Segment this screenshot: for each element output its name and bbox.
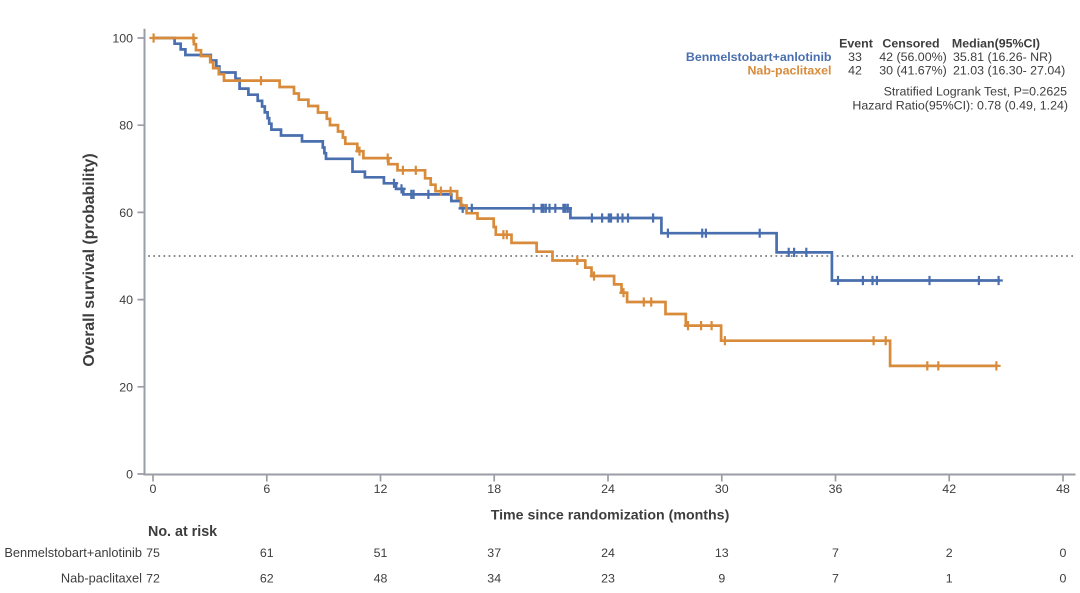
svg-text:9: 9 <box>718 571 725 585</box>
svg-text:7: 7 <box>832 571 839 585</box>
svg-text:Nab-paclitaxel: Nab-paclitaxel <box>747 63 831 77</box>
svg-text:1: 1 <box>946 571 953 585</box>
svg-text:6: 6 <box>263 482 270 496</box>
svg-text:Benmelstobart+anlotinib: Benmelstobart+anlotinib <box>4 545 142 560</box>
svg-text:0: 0 <box>1060 546 1067 560</box>
svg-text:Benmelstobart+anlotinib: Benmelstobart+anlotinib <box>686 50 832 64</box>
svg-text:30 (41.67%): 30 (41.67%) <box>879 63 947 77</box>
svg-text:0: 0 <box>150 482 157 496</box>
svg-text:24: 24 <box>601 482 615 496</box>
svg-text:0: 0 <box>126 468 133 482</box>
svg-text:Nab-paclitaxel: Nab-paclitaxel <box>61 570 142 585</box>
svg-text:100: 100 <box>112 32 133 46</box>
svg-text:42: 42 <box>848 63 862 77</box>
svg-text:21.03 (16.30- 27.04): 21.03 (16.30- 27.04) <box>953 63 1065 77</box>
svg-text:13: 13 <box>715 546 729 560</box>
svg-text:75: 75 <box>146 546 160 560</box>
svg-text:Overall survival (probability): Overall survival (probability) <box>81 153 98 366</box>
svg-text:48: 48 <box>1056 482 1070 496</box>
svg-text:42: 42 <box>942 482 956 496</box>
svg-text:51: 51 <box>374 546 388 560</box>
svg-text:Time since randomization (mont: Time since randomization (months) <box>491 507 730 523</box>
svg-text:0: 0 <box>1060 571 1067 585</box>
svg-text:12: 12 <box>374 482 388 496</box>
svg-text:23: 23 <box>601 571 615 585</box>
svg-text:2: 2 <box>946 546 953 560</box>
svg-text:72: 72 <box>146 571 160 585</box>
svg-text:Censored: Censored <box>882 37 939 51</box>
svg-text:7: 7 <box>832 546 839 560</box>
svg-text:40: 40 <box>119 293 133 307</box>
svg-text:24: 24 <box>601 546 615 560</box>
svg-text:60: 60 <box>119 206 133 220</box>
svg-text:37: 37 <box>487 546 501 560</box>
svg-text:42 (56.00%): 42 (56.00%) <box>879 50 947 64</box>
svg-text:34: 34 <box>487 571 501 585</box>
svg-text:Stratified Logrank Test, P=0.2: Stratified Logrank Test, P=0.2625 <box>884 84 1067 98</box>
svg-text:Median(95%CI): Median(95%CI) <box>952 37 1040 51</box>
svg-text:No. at risk: No. at risk <box>148 524 217 540</box>
svg-text:20: 20 <box>119 380 133 394</box>
svg-text:18: 18 <box>487 482 501 496</box>
svg-text:80: 80 <box>119 119 133 133</box>
svg-text:48: 48 <box>374 571 388 585</box>
svg-text:Event: Event <box>839 37 873 51</box>
svg-text:30: 30 <box>715 482 729 496</box>
svg-text:Hazard Ratio(95%CI): 0.78 (0.4: Hazard Ratio(95%CI): 0.78 (0.49, 1.24) <box>852 98 1068 112</box>
svg-text:61: 61 <box>260 546 274 560</box>
svg-text:33: 33 <box>848 50 862 64</box>
svg-text:36: 36 <box>829 482 843 496</box>
svg-text:35.81 (16.26- NR): 35.81 (16.26- NR) <box>953 50 1052 64</box>
svg-text:62: 62 <box>260 571 274 585</box>
